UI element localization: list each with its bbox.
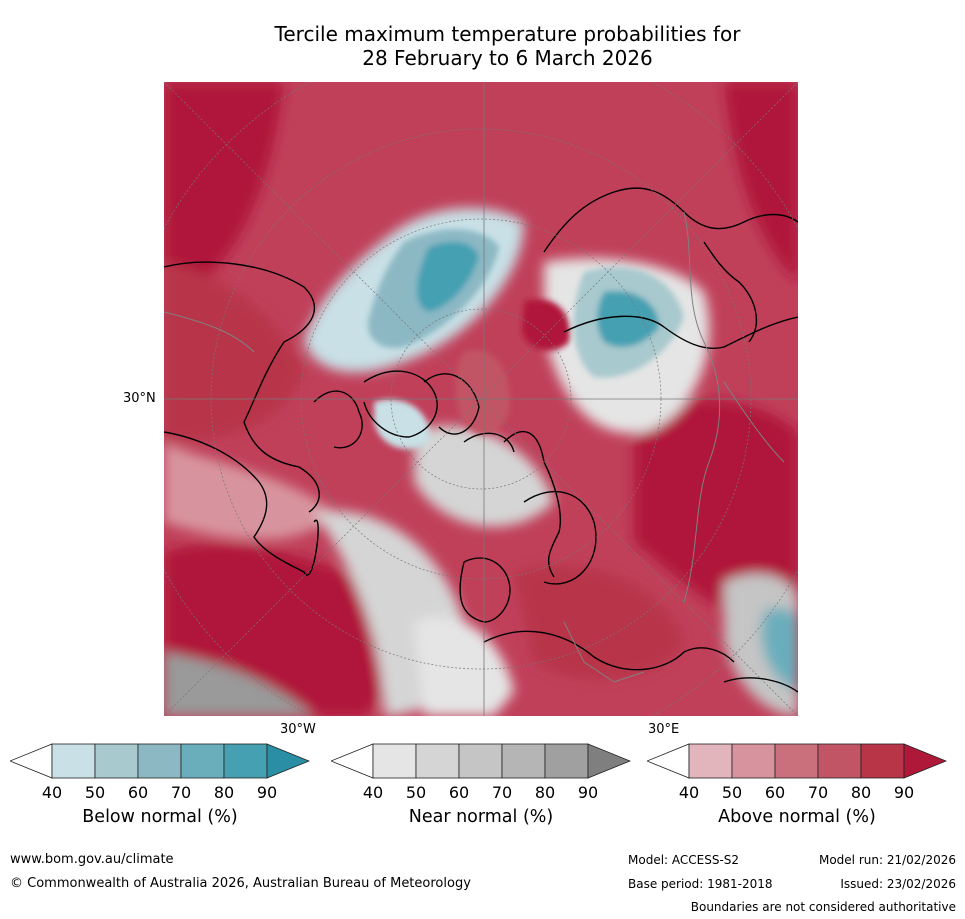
tick-near-3: 70 <box>491 783 513 802</box>
swatch-above-6 <box>903 743 948 779</box>
website-link[interactable]: www.bom.gov.au/climate <box>10 852 174 867</box>
tick-near-1: 50 <box>405 783 427 802</box>
colorbar-above-label: Above normal (%) <box>718 807 876 827</box>
tick-above-5: 90 <box>893 783 915 802</box>
tick-near-4: 80 <box>534 783 556 802</box>
colorbar-near-normal: 40 50 60 70 80 90 Near normal (%) <box>329 743 632 827</box>
swatch-near-6 <box>587 743 632 779</box>
probability-cores <box>368 229 684 450</box>
boundaries-disclaimer: Boundaries are not considered authoritat… <box>690 900 956 914</box>
swatch-above-0 <box>645 743 690 779</box>
colorbar-near-ticks: 40 50 60 70 80 90 <box>331 783 631 803</box>
tick-above-1: 50 <box>721 783 743 802</box>
swatch-below-1 <box>51 743 96 779</box>
tick-below-3: 70 <box>170 783 192 802</box>
colorbar-above-normal: 40 50 60 70 80 90 Above normal (%) <box>645 743 948 827</box>
colorbar-near-label: Near normal (%) <box>408 807 554 827</box>
tick-near-0: 40 <box>362 783 384 802</box>
polar-map-svg <box>164 82 798 716</box>
colorbar-above-ticks: 40 50 60 70 80 90 <box>647 783 947 803</box>
colorbar-below-ticks: 40 50 60 70 80 90 <box>10 783 310 803</box>
swatch-below-0 <box>8 743 53 779</box>
swatch-above-1 <box>688 743 733 779</box>
swatch-near-1 <box>372 743 417 779</box>
tick-above-3: 70 <box>807 783 829 802</box>
lat-label-30n: 30°N <box>123 391 156 406</box>
swatch-below-2 <box>94 743 139 779</box>
swatch-near-0 <box>329 743 374 779</box>
copyright-text: © Commonwealth of Australia 2026, Austra… <box>10 876 471 891</box>
swatch-below-5 <box>223 743 268 779</box>
tick-above-4: 80 <box>850 783 872 802</box>
tick-below-4: 80 <box>213 783 235 802</box>
colorbar-above-swatches <box>645 743 948 779</box>
swatch-near-3 <box>458 743 503 779</box>
colorbar-below-normal: 40 50 60 70 80 90 Below normal (%) <box>8 743 311 827</box>
tick-below-5: 90 <box>256 783 278 802</box>
tick-above-0: 40 <box>678 783 700 802</box>
model-run-date: Model run: 21/02/2026 <box>818 853 956 867</box>
title-line-2: 28 February to 6 March 2026 <box>362 46 653 70</box>
model-name: Model: ACCESS-S2 <box>628 853 740 867</box>
tick-near-2: 60 <box>448 783 470 802</box>
tick-below-2: 60 <box>127 783 149 802</box>
tick-above-2: 60 <box>764 783 786 802</box>
title-line-1: Tercile maximum temperature probabilitie… <box>274 22 741 46</box>
swatch-near-5 <box>544 743 589 779</box>
base-period: Base period: 1981-2018 <box>628 877 773 891</box>
coastlines <box>164 187 798 693</box>
lon-label-30e: 30°E <box>648 722 680 737</box>
colorbar-below-swatches <box>8 743 311 779</box>
swatch-below-3 <box>137 743 182 779</box>
issued-date: Issued: 23/02/2026 <box>840 877 956 891</box>
tick-below-1: 50 <box>84 783 106 802</box>
swatch-below-6 <box>266 743 311 779</box>
colorbar-near-swatches <box>329 743 632 779</box>
swatch-above-5 <box>860 743 905 779</box>
swatch-below-4 <box>180 743 225 779</box>
graticule <box>164 82 798 716</box>
lon-label-30w: 30°W <box>280 722 316 737</box>
swatch-above-3 <box>774 743 819 779</box>
swatch-above-4 <box>817 743 862 779</box>
tick-near-5: 90 <box>577 783 599 802</box>
swatch-above-2 <box>731 743 776 779</box>
swatch-near-4 <box>501 743 546 779</box>
colorbar-below-label: Below normal (%) <box>82 807 238 827</box>
tick-below-0: 40 <box>41 783 63 802</box>
map-title: Tercile maximum temperature probabilitie… <box>160 22 855 70</box>
probability-map[interactable] <box>164 82 798 716</box>
swatch-near-2 <box>415 743 460 779</box>
